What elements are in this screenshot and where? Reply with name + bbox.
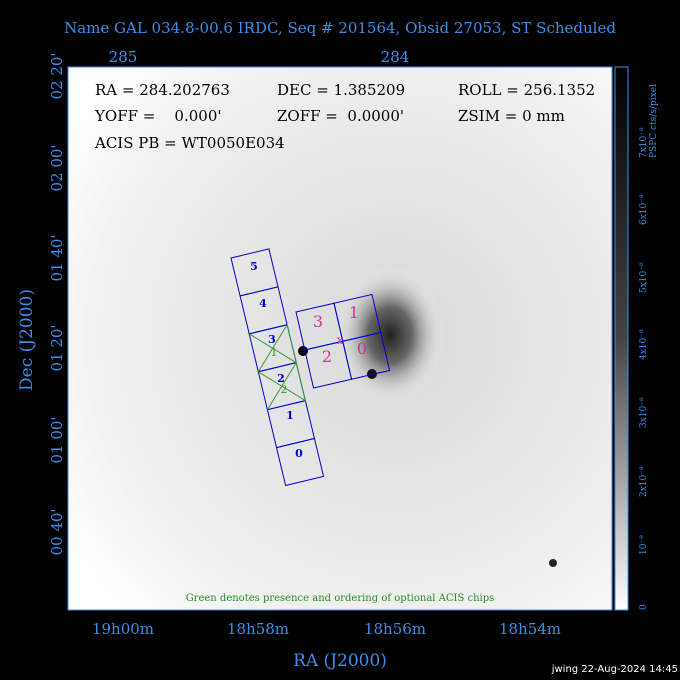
optional-chip-label: 1 (271, 346, 278, 359)
colorbar (614, 66, 629, 611)
footer-note: Green denotes presence and ordering of o… (186, 593, 495, 604)
point-source (298, 346, 308, 356)
info-yoff: YOFF = 0.000' (94, 107, 222, 125)
y-tick-label: 01 40' (48, 234, 66, 281)
colorbar-label: 10⁻⁸ (639, 535, 649, 555)
i-chip-label: 2 (322, 347, 332, 366)
x-axis-title: RA (J2000) (293, 651, 387, 671)
y-tick-label: 02 20' (48, 52, 66, 99)
chip-label: 2 (277, 372, 285, 385)
y-tick-label: 01 20' (48, 324, 66, 371)
colorbar-label: 2x10⁻⁸ (639, 466, 649, 497)
info-ra: RA = 284.202763 (95, 81, 230, 99)
chip-label: 0 (295, 447, 303, 460)
chip-label: 5 (250, 260, 258, 273)
info-zsim: ZSIM = 0 mm (458, 107, 565, 125)
i-chip-label: 0 (357, 339, 367, 358)
info-pb: ACIS PB = WT0050E034 (94, 134, 285, 152)
x-tick-label: 19h00m (92, 620, 154, 638)
chip-label: 3 (268, 333, 276, 346)
timestamp: jwing 22-Aug-2024 14:45 (551, 664, 678, 675)
x-tick-label: 18h58m (227, 620, 289, 638)
i-chip-label: 3 (313, 312, 323, 331)
colorbar-label: 4x10⁻⁸ (639, 329, 649, 360)
title: Name GAL 034.8-00.6 IRDC, Seq # 201564, … (64, 19, 616, 37)
colorbar-label: 3x10⁻⁸ (639, 397, 649, 428)
info-roll: ROLL = 256.1352 (458, 81, 595, 99)
colorbar-label: 6x10⁻⁸ (639, 194, 649, 225)
chip-label: 1 (286, 409, 294, 422)
emission-region (335, 265, 445, 405)
y-tick-label: 02 00' (48, 144, 66, 191)
chip-label: 4 (259, 297, 267, 310)
info-dec: DEC = 1.385209 (277, 81, 405, 99)
optional-chip-label: 2 (281, 383, 288, 396)
info-zoff: ZOFF = 0.0000' (277, 107, 404, 125)
i-array (295, 293, 391, 389)
x-tick-label: 18h54m (499, 620, 561, 638)
y-tick-label: 01 00' (48, 416, 66, 463)
colorbar-label: 7x10⁻⁸ (639, 127, 649, 158)
top-tick-label: 285 (109, 48, 138, 66)
point-source (549, 559, 557, 567)
aimpoint: x (337, 333, 344, 347)
s-array (230, 248, 325, 487)
i-chip-label: 1 (349, 303, 359, 322)
y-tick-label: 00 40' (48, 508, 66, 555)
top-tick-label: 284 (381, 48, 410, 66)
colorbar-label: 0 (639, 604, 649, 610)
colorbar-title: PSPC cts/s/pixel (649, 84, 659, 158)
y-axis-title: Dec (J2000) (17, 289, 37, 391)
colorbar-label: 5x10⁻⁸ (639, 262, 649, 293)
x-tick-label: 18h56m (364, 620, 426, 638)
